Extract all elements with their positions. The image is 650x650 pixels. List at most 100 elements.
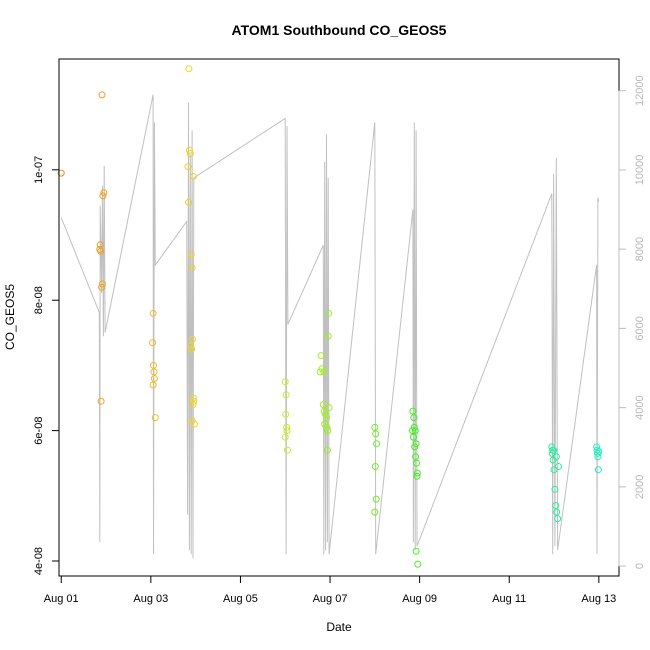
data-point xyxy=(548,443,556,451)
data-point xyxy=(594,453,602,461)
data-point xyxy=(282,410,290,418)
y2-tick-label: 10000 xyxy=(634,155,646,186)
data-point xyxy=(186,150,194,157)
data-point xyxy=(371,463,379,470)
y-tick-label: 4e-08 xyxy=(33,547,45,575)
data-point xyxy=(555,463,562,470)
x-tick-label: Aug 01 xyxy=(44,593,79,605)
data-point xyxy=(412,440,420,448)
data-point xyxy=(99,280,106,288)
x-tick-label: Aug 13 xyxy=(581,593,616,605)
x-axis: Aug 01 Aug 03 Aug 05 Aug 07 Aug 09 Aug 11 Aug … xyxy=(44,575,616,605)
data-point xyxy=(188,345,196,353)
data-point xyxy=(187,251,195,259)
data-point xyxy=(411,427,419,435)
data-point xyxy=(151,414,159,422)
altitude-line-series xyxy=(60,94,600,559)
x-tick-label: Aug 03 xyxy=(133,593,168,605)
data-point xyxy=(189,335,196,343)
data-point xyxy=(372,430,380,438)
data-point xyxy=(409,427,416,435)
data-point xyxy=(317,352,325,360)
data-point xyxy=(594,466,602,474)
data-point xyxy=(373,440,381,448)
x-tick-label: Aug 11 xyxy=(492,593,526,605)
data-point xyxy=(185,65,193,73)
x-tick-label: Aug 09 xyxy=(402,593,437,605)
y-axis-label: CO_GEOS5 xyxy=(3,284,17,350)
data-point xyxy=(184,163,192,171)
data-point xyxy=(100,189,108,197)
x-tick-label: Aug 07 xyxy=(313,593,348,605)
data-point xyxy=(150,368,158,376)
data-point xyxy=(550,466,558,474)
data-point xyxy=(372,495,380,503)
data-point xyxy=(593,446,601,454)
data-point xyxy=(320,407,328,415)
data-point xyxy=(410,414,418,422)
data-point xyxy=(282,391,290,399)
co-points-series xyxy=(57,65,603,568)
data-point xyxy=(409,407,417,415)
data-point xyxy=(283,427,291,435)
data-point xyxy=(57,169,65,177)
data-point xyxy=(325,309,333,317)
data-point xyxy=(187,342,195,350)
data-point xyxy=(323,414,330,422)
data-point xyxy=(189,394,197,402)
data-point xyxy=(149,309,157,317)
data-point xyxy=(185,198,192,206)
data-point xyxy=(411,443,419,451)
y2-tick-label: 12000 xyxy=(634,75,646,106)
data-point xyxy=(281,378,289,386)
data-point xyxy=(284,446,291,454)
y2-tick-label: 8000 xyxy=(634,237,646,261)
y2-tick-label: 2000 xyxy=(634,475,646,499)
data-point xyxy=(190,397,198,405)
data-point xyxy=(185,146,193,154)
right-axis: 0 2000 4000 6000 8000 10000 12000 xyxy=(618,75,646,569)
data-point xyxy=(283,423,291,431)
data-point xyxy=(97,247,105,255)
data-point xyxy=(149,381,157,389)
x-axis-label: Date xyxy=(326,620,352,634)
data-point xyxy=(322,410,330,418)
data-point xyxy=(188,264,196,272)
data-point xyxy=(413,472,421,480)
data-point xyxy=(551,485,559,493)
y-tick-label: 8e-08 xyxy=(33,286,45,314)
data-point xyxy=(323,446,331,454)
data-point xyxy=(319,401,327,408)
y2-tick-label: 0 xyxy=(634,563,646,569)
data-point xyxy=(190,420,198,428)
y-tick-label: 1e-07 xyxy=(33,156,45,184)
data-point xyxy=(150,375,158,382)
data-point xyxy=(552,502,560,510)
data-point xyxy=(554,515,562,523)
data-point xyxy=(99,192,107,200)
data-point xyxy=(409,433,417,441)
x-tick-label: Aug 05 xyxy=(223,593,258,605)
data-point xyxy=(98,283,106,291)
data-point xyxy=(325,404,333,412)
data-point xyxy=(594,449,601,457)
data-point xyxy=(324,427,332,435)
data-point xyxy=(324,332,332,340)
data-point xyxy=(281,433,289,441)
data-point xyxy=(189,172,197,180)
data-point xyxy=(97,397,105,405)
data-point xyxy=(149,339,157,347)
data-point xyxy=(371,423,379,431)
data-point xyxy=(412,453,420,461)
data-point xyxy=(98,91,106,99)
data-point xyxy=(413,469,421,477)
data-point xyxy=(413,459,420,467)
data-point xyxy=(371,508,379,516)
data-point xyxy=(552,453,560,461)
y2-tick-label: 6000 xyxy=(634,316,646,340)
data-point xyxy=(550,446,558,454)
data-point xyxy=(412,547,420,555)
data-point xyxy=(414,560,422,568)
data-point xyxy=(320,368,328,376)
